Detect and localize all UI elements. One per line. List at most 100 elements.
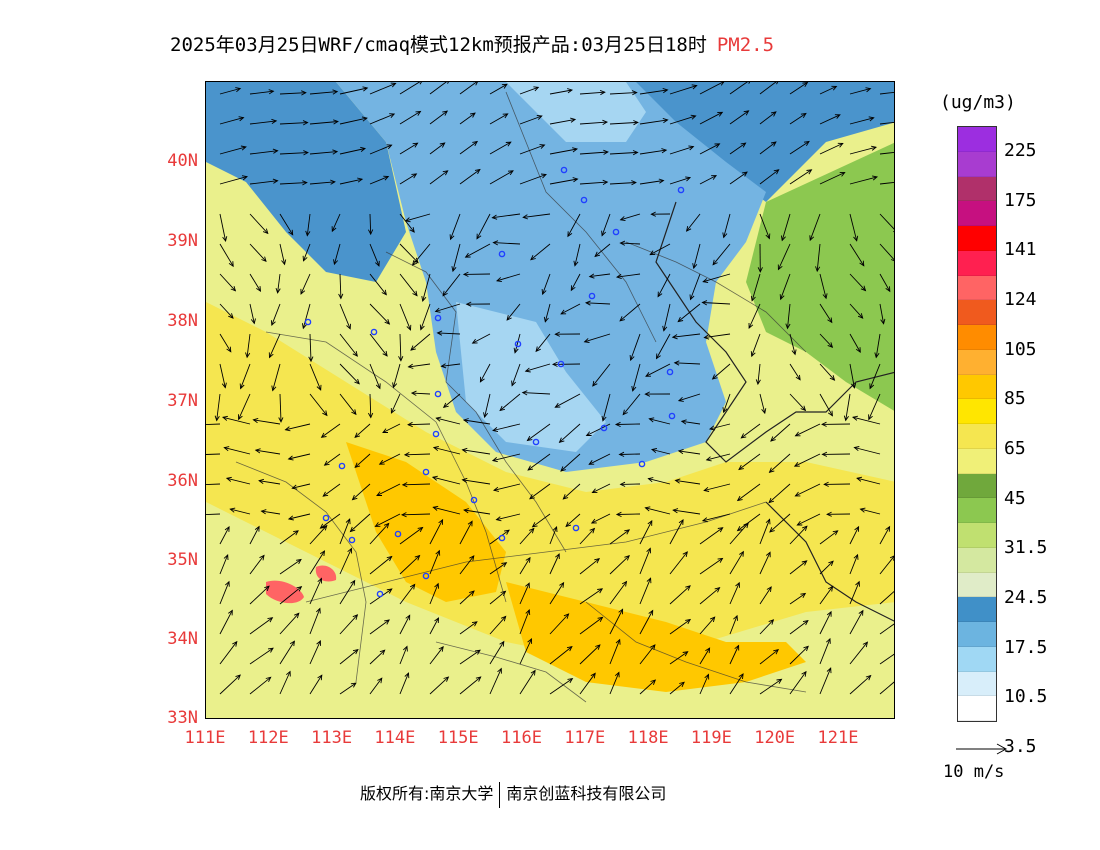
wind-vector [464,243,491,258]
legend-color-cell [958,572,996,598]
wind-vector [219,333,232,353]
longitude-label: 121E [817,728,859,748]
wind-vector [339,363,360,385]
wind-vector [309,550,326,575]
wind-vector [369,522,390,545]
wind-vector [513,333,521,354]
wind-vector [629,333,641,362]
wind-vector [496,273,521,283]
wind-vector [499,393,521,412]
wind-vector [615,273,641,280]
wind-vector [794,423,821,437]
wind-vector [722,393,731,414]
wind-vector [436,330,461,336]
wind-vector [565,513,581,528]
wind-vector [399,82,422,95]
wind-vector [579,644,601,665]
wind-vector [519,637,533,665]
wind-vector [225,476,251,485]
station-marker [422,468,430,476]
wind-vector [619,481,641,487]
wind-vector [789,560,808,575]
wind-vector [305,213,311,237]
wind-vector [279,150,309,156]
wind-vector [601,213,611,237]
wind-vector [339,303,351,330]
wind-vector [819,530,839,545]
legend-label: 31.5 [1004,537,1048,559]
wind-vector [459,676,482,695]
wind-vector [759,111,777,125]
legend-label: 17.5 [1004,636,1048,658]
station-marker [668,412,676,420]
wind-vector [740,423,761,439]
wind-vector [451,243,461,273]
wind-vector [639,644,656,665]
wind-vector [794,483,821,497]
wind-vector [519,609,531,635]
wind-vector [701,513,731,523]
wind-vector [699,143,721,155]
wind-vector [879,525,891,545]
wind-vector [308,333,314,363]
wind-vector [609,180,637,186]
wind-vector [619,213,641,222]
wind-vector [549,177,579,185]
wind-vector [789,112,807,125]
legend-label: 65 [1004,437,1026,459]
legend-color-cell [958,523,996,548]
wind-vector [461,447,491,455]
wind-vector [579,119,609,125]
latitude-label: 40N [167,151,198,171]
wind-vector [583,333,611,343]
wind-vector [219,363,227,389]
legend-color-cell [958,226,996,251]
wind-vector [309,119,339,125]
wind-vector [442,393,461,409]
wind-vector [699,616,716,635]
wind-vector [410,390,431,396]
wind-vector [462,271,491,277]
wind-vector [291,483,311,490]
wind-vector [442,273,461,297]
wind-vector [219,580,230,605]
wind-vector [851,415,881,425]
wind-vector [459,112,476,125]
region-yellow-sea [746,142,894,411]
wind-vector [592,363,611,387]
wind-vector [300,273,311,295]
wind-vector [759,619,775,635]
wind-vector [429,645,444,665]
wind-vector [398,333,404,362]
wind-vector [750,273,761,302]
wind-vector [459,621,478,635]
wind-vector [399,554,421,575]
wind-vector [522,213,551,220]
wind-vector [549,645,573,665]
wind-vector [238,393,251,421]
wind-vector [309,577,323,605]
wind-vector [440,363,461,369]
wind-vector [759,141,777,155]
wind-vector [214,393,221,422]
wind-vector [789,393,807,412]
wind-vector [404,213,431,223]
legend-label: 85 [1004,388,1026,410]
wind-vector [779,273,791,301]
wind-vector [339,614,359,635]
wind-vector [849,303,864,319]
wind-vector [879,121,894,125]
wind-vector [819,560,834,575]
wind-vector [609,554,630,575]
longitude-label: 117E [564,728,606,748]
station-marker [666,368,674,376]
wind-vector [609,580,628,605]
border-line [385,251,567,553]
wind-vector [354,423,371,438]
wind-vector [729,581,740,605]
wind-vector [519,144,546,155]
wind-vector [849,213,859,242]
wind-vector [369,649,386,665]
border-line [265,331,507,603]
wind-vector [644,506,671,515]
